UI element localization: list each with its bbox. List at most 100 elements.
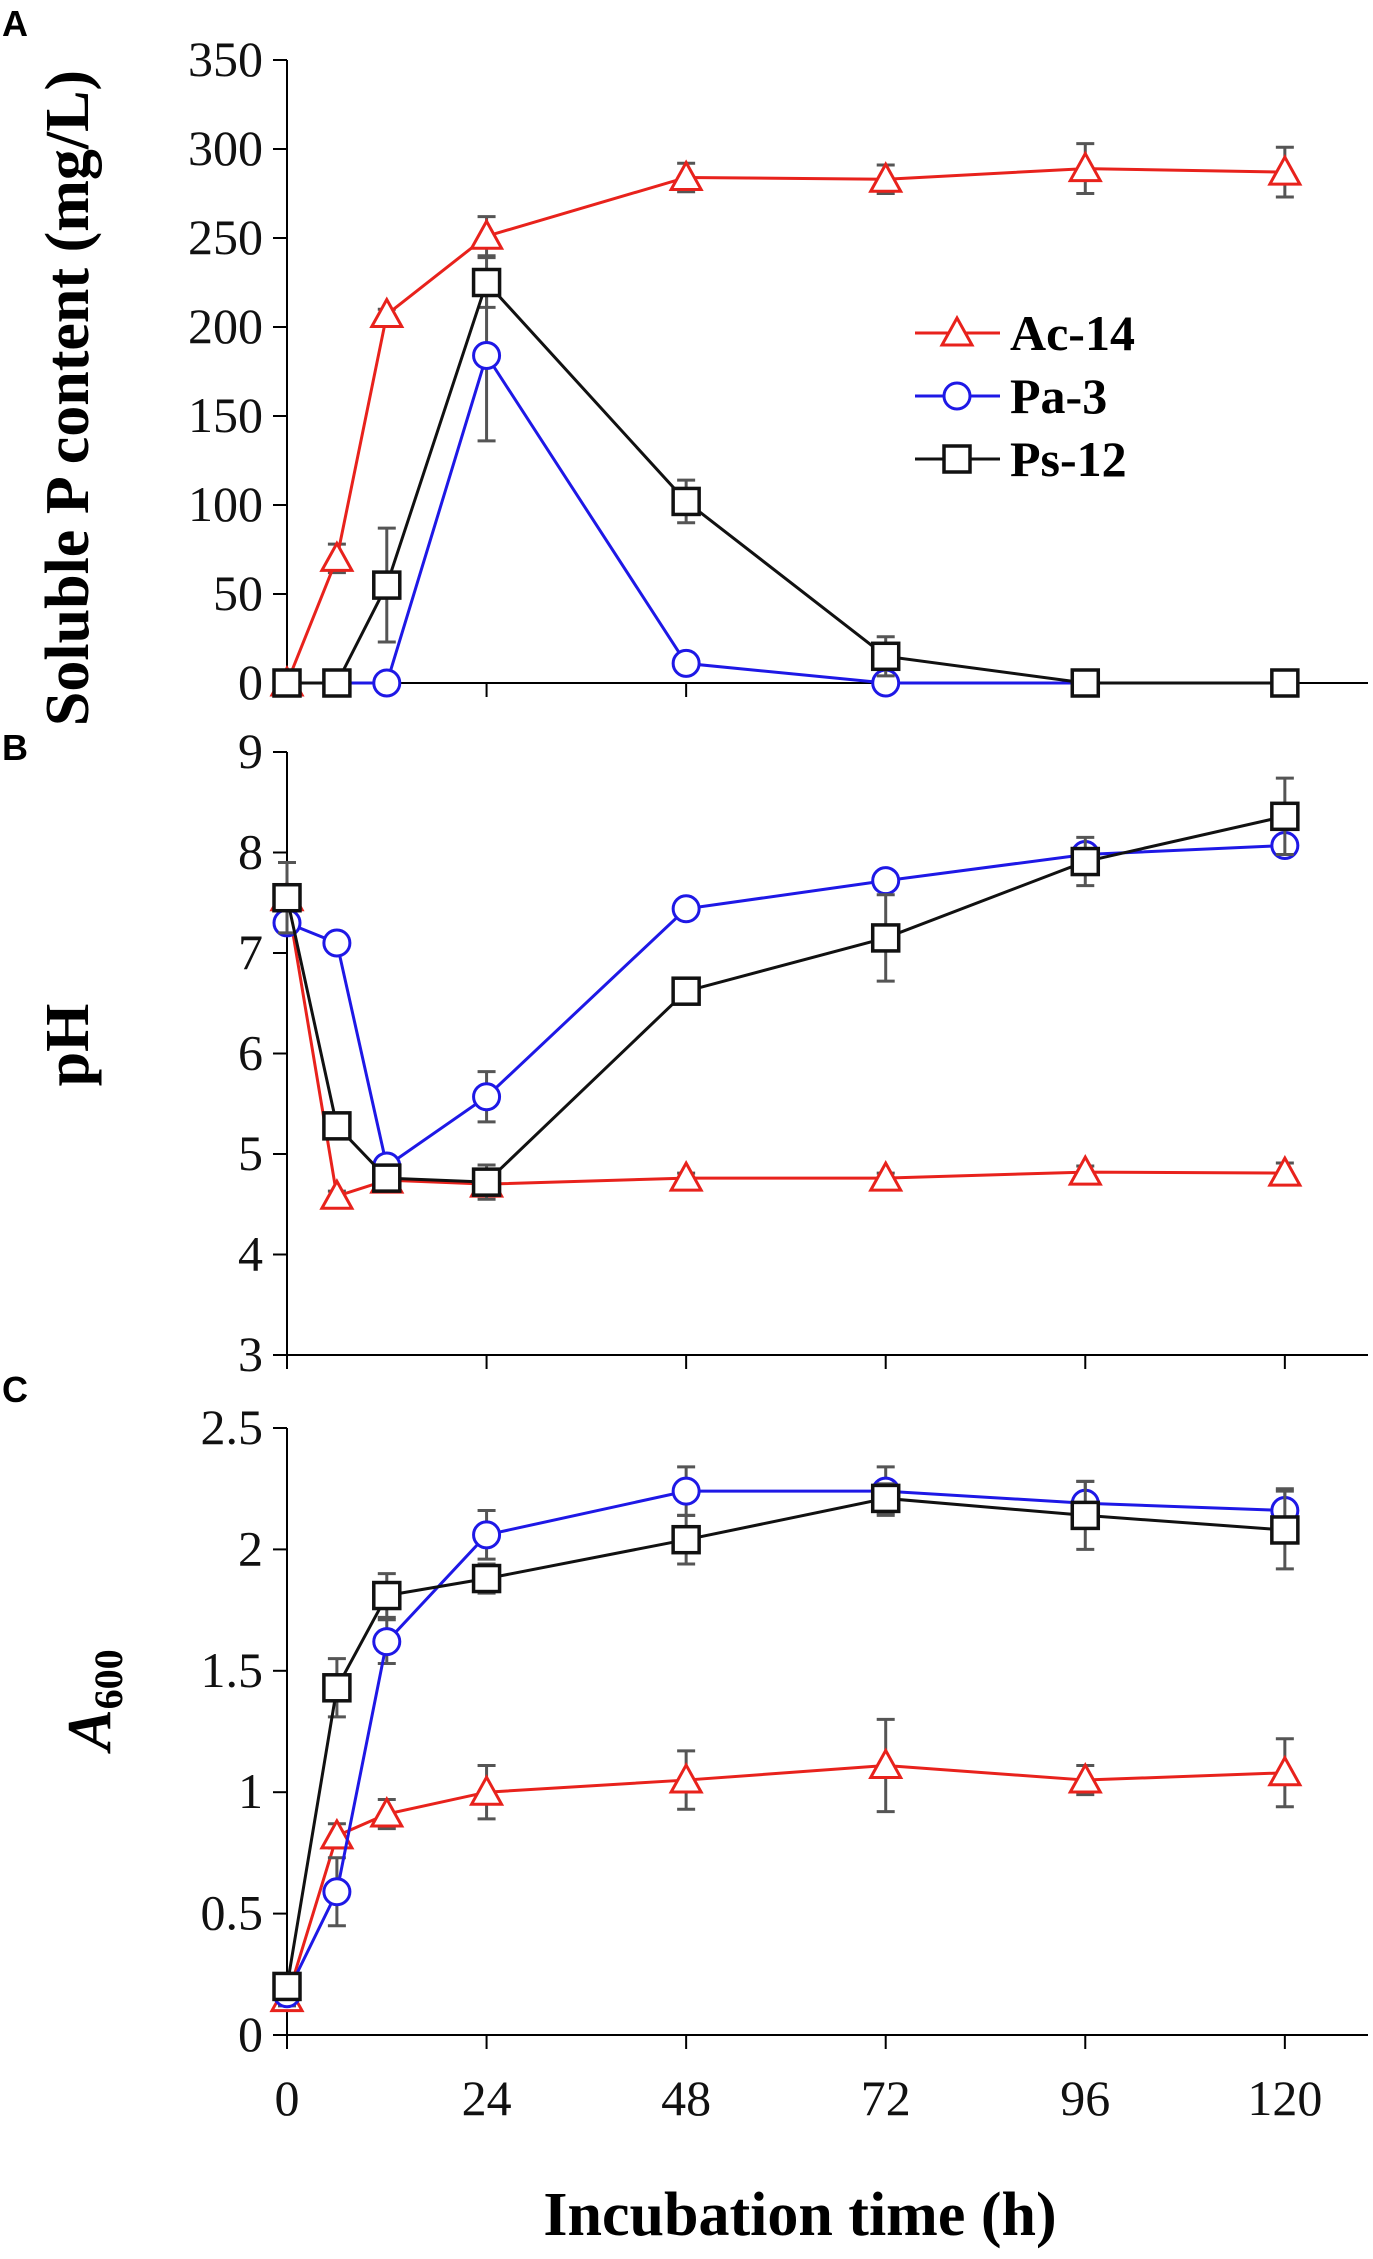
marker-square (471, 1563, 502, 1594)
x-tick-label: 120 (1247, 2070, 1322, 2126)
series-ps-12 (272, 256, 1300, 698)
marker-square (942, 444, 972, 474)
y-axis-title-c-sub: 600 (86, 1649, 131, 1709)
marker-square (272, 668, 302, 698)
marker-square (1070, 846, 1101, 877)
y-tick-label: 50 (213, 565, 263, 621)
marker-square (1270, 1515, 1300, 1545)
series-ac-14 (269, 142, 1303, 697)
series-ps-12 (272, 1479, 1300, 2002)
y-tick-label: 6 (238, 1025, 263, 1081)
marker-circle (472, 1082, 502, 1112)
series-ac-14 (269, 879, 1303, 1210)
panel-c: 0 0.5 1 1.5 2 2.5 0 24 48 72 96 120 (201, 1399, 1368, 2126)
y-axis-title-c-main: A (56, 1709, 124, 1754)
marker-circle (372, 1627, 402, 1657)
y-tick-label: 2.5 (201, 1399, 264, 1455)
marker-square (1270, 668, 1300, 698)
panel-label-a: A (2, 3, 28, 44)
series-line (285, 1763, 1285, 2000)
series-line (287, 279, 1285, 685)
y-tick-label: 1.5 (201, 1642, 264, 1698)
marker-triangle (1267, 1155, 1303, 1187)
marker-triangle (1067, 1761, 1103, 1794)
y-tick-label: 1 (238, 1763, 263, 1819)
marker-square (272, 1971, 302, 2002)
marker-triangle (319, 540, 355, 572)
marker-square (671, 976, 701, 1006)
marker-square (671, 486, 701, 517)
y-tick-label: 100 (188, 476, 263, 532)
y-tick-label: 0 (238, 654, 263, 710)
marker-triangle (319, 1178, 355, 1210)
legend: Ac-14 Pa-3 Ps-12 (915, 305, 1135, 487)
series-ac-14 (269, 1717, 1303, 2013)
y-tick-label: 3 (238, 1326, 263, 1382)
marker-square (471, 1167, 502, 1197)
marker-triangle (939, 314, 975, 347)
x-tick-label: 48 (661, 2070, 711, 2126)
y-axis-title-c: A600 (56, 1649, 131, 1754)
marker-triangle (469, 218, 505, 250)
y-axis-title-a: Soluble P content (mg/L) (34, 70, 102, 726)
marker-square (671, 1524, 701, 1555)
y-tick-label: 300 (188, 120, 263, 176)
marker-circle (472, 340, 502, 370)
series-line (286, 843, 1285, 1169)
marker-square (870, 923, 901, 953)
marker-triangle (369, 296, 405, 329)
marker-triangle (1267, 154, 1303, 186)
marker-circle (472, 1520, 502, 1550)
marker-square (372, 1163, 402, 1193)
plot-layer: 050100150200250300350Ac-14Pa-3Ps-1234567… (188, 31, 1368, 2126)
marker-triangle (668, 159, 704, 191)
marker-triangle (469, 1774, 505, 1806)
marker-triangle (868, 1747, 904, 1779)
x-tick-label: 24 (462, 2070, 512, 2126)
panel-b: 3 4 5 6 7 8 9 (238, 723, 1368, 1382)
marker-circle (671, 1476, 701, 1506)
panel-label-c: C (2, 1369, 28, 1410)
marker-circle (322, 1877, 352, 1907)
marker-triangle (1067, 150, 1103, 183)
y-tick-label: 350 (188, 31, 263, 87)
y-tick-label: 150 (188, 387, 263, 443)
marker-square (322, 1111, 352, 1141)
marker-triangle (1067, 1154, 1103, 1186)
series-ps-12 (272, 776, 1300, 1201)
marker-square (1270, 801, 1300, 832)
series-line (285, 814, 1286, 1184)
x-tick-label: 72 (861, 2070, 911, 2126)
panel-a: 0 50 100 150 200 250 300 350 Ac-14 Pa-3 Ps-12 (188, 31, 1368, 710)
marker-triangle (868, 161, 904, 193)
marker-triangle (668, 1761, 704, 1794)
marker-triangle (868, 1160, 904, 1192)
series-line (285, 1496, 1285, 1987)
marker-circle (871, 866, 901, 896)
marker-square (870, 1483, 901, 1514)
series-line (287, 351, 1285, 685)
marker-circle (671, 648, 701, 678)
y-tick-label: 9 (238, 723, 263, 779)
marker-square (1070, 1500, 1101, 1531)
legend-label: Pa-3 (1010, 368, 1107, 424)
x-tick-label: 0 (275, 2070, 300, 2126)
y-tick-label: 5 (238, 1125, 263, 1181)
marker-circle (322, 928, 352, 958)
x-tick-label: 96 (1060, 2070, 1110, 2126)
marker-triangle (369, 1795, 405, 1828)
panel-label-b: B (2, 727, 28, 768)
y-tick-label: 7 (238, 924, 263, 980)
y-tick-label: 200 (188, 298, 263, 354)
x-axis-title: Incubation time (h) (543, 2181, 1056, 2249)
y-tick-label: 2 (238, 1520, 263, 1576)
marker-square (870, 641, 901, 672)
marker-circle (372, 668, 402, 698)
y-axis-title-b: pH (34, 1004, 102, 1087)
marker-square (272, 882, 302, 913)
marker-square (322, 668, 352, 698)
marker-circle (942, 381, 972, 411)
marker-triangle (1267, 1754, 1303, 1787)
series-pa-3 (272, 268, 1300, 698)
